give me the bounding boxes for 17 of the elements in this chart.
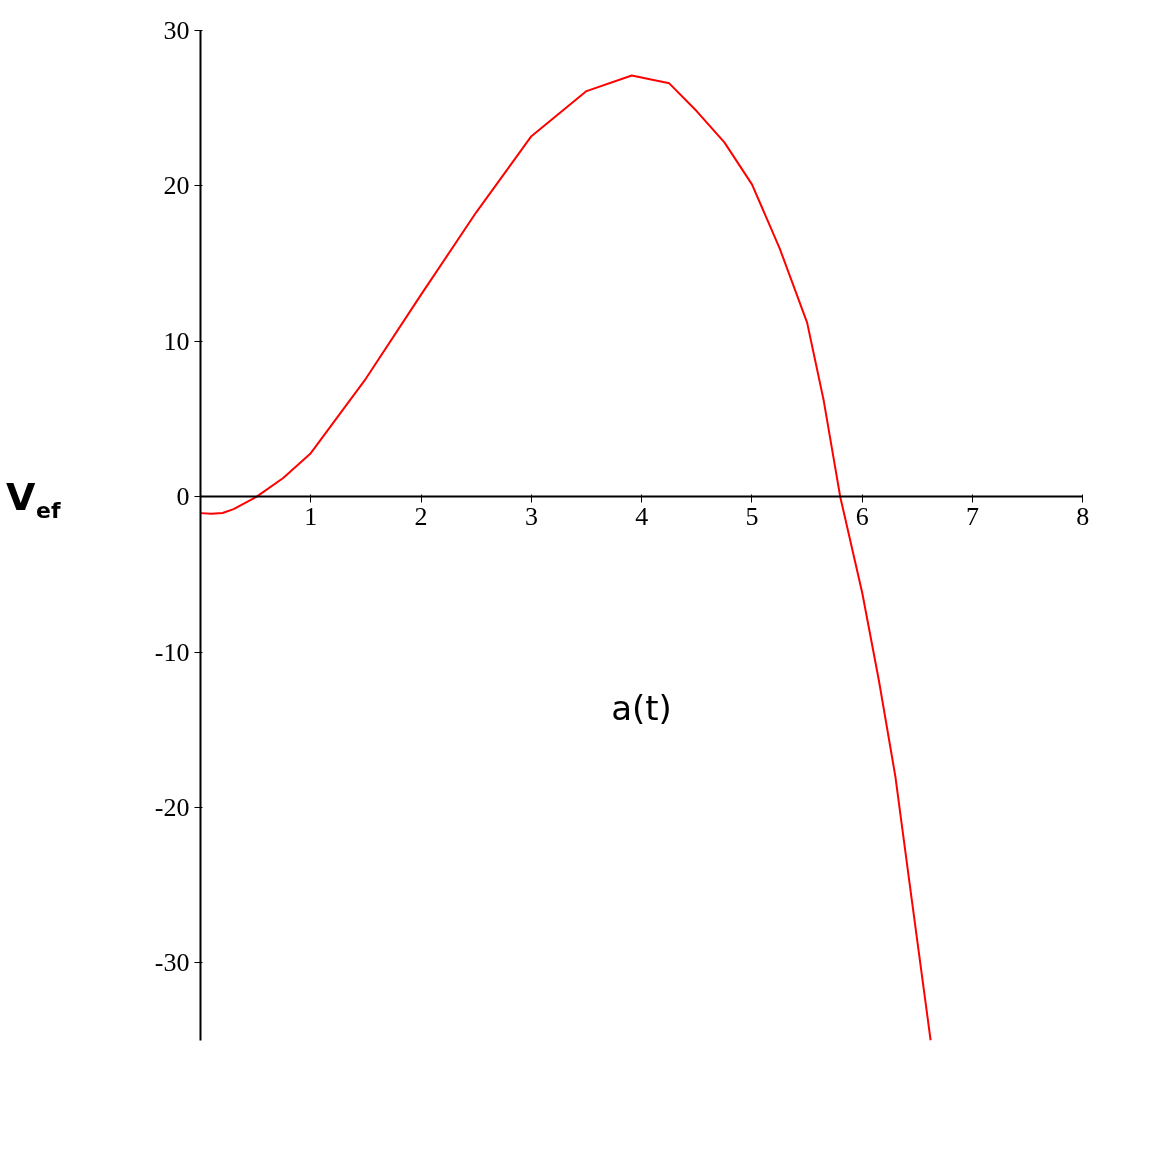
x-tick-label: 5 [745, 501, 759, 531]
x-tick-label: 2 [414, 501, 428, 531]
y-tick-label: 20 [163, 171, 190, 201]
y-tick-label: 10 [163, 326, 190, 356]
y-tick-label: 0 [176, 482, 190, 512]
x-tick-label: 3 [524, 501, 538, 531]
y-tick-label: -30 [154, 948, 190, 978]
x-tick-label: 1 [304, 501, 318, 531]
y-tick-label: 30 [163, 16, 190, 45]
x-tick-label: 7 [966, 501, 980, 531]
x-axis-title: a(t) [611, 687, 672, 728]
x-tick-label: 8 [1076, 501, 1090, 531]
x-tick-label: 6 [855, 501, 869, 531]
x-tick-label: 4 [635, 501, 649, 531]
line-series [200, 74, 932, 1041]
y-tick-label: -20 [154, 792, 190, 822]
y-tick-label: -10 [154, 637, 190, 667]
